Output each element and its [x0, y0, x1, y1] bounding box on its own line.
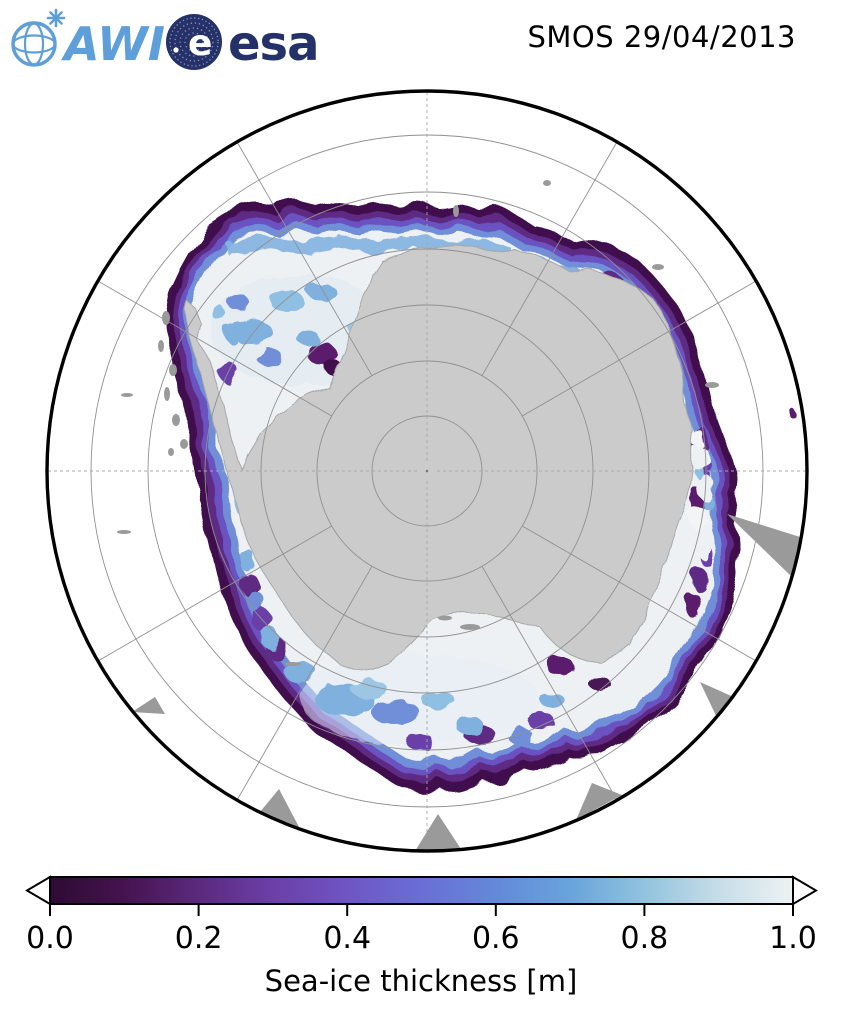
colorbar-axis-label: Sea-ice thickness [m]: [265, 964, 578, 998]
awi-globe-lat-line: [11, 34, 57, 54]
latitude-circle: [147, 191, 707, 751]
edge-land-wedge: [727, 514, 800, 577]
colorbar-extend-left-arrow: [25, 875, 51, 906]
edge-land-wedge: [132, 697, 165, 714]
colorbar-tick-label: 0.4: [323, 921, 371, 956]
figure-header: AWI e esa SMOS 29/04/2013: [0, 0, 854, 80]
map-panel: [45, 89, 809, 853]
antarctica-continent: [184, 244, 694, 671]
edge-land-wedge: [576, 783, 622, 820]
colorbar-ticks: 0.0 0.2 0.4 0.6 0.8 1.0: [26, 904, 817, 956]
logo-row: AWI e esa: [11, 8, 320, 72]
awi-logo: AWI: [11, 8, 165, 71]
graticule: [48, 92, 806, 850]
colorbar-tick-label: 0.0: [26, 921, 74, 956]
esa-globe-dots: [169, 17, 219, 67]
edge-land-wedge: [260, 789, 299, 827]
cardinal-meridian-lines: [48, 92, 806, 850]
colorbar-tick-label: 0.8: [621, 921, 669, 956]
colorbar-tick-label: 0.6: [472, 921, 520, 956]
detached-ice-speck: [788, 409, 796, 417]
colorbar-tick-label: 0.2: [175, 921, 223, 956]
edge-land-wedge: [415, 814, 461, 850]
colorbar-panel: 0.0 0.2 0.4 0.6 0.8 1.0 Sea-ice thickness [m]: [0, 858, 854, 1026]
esa-globe-icon: [166, 14, 222, 70]
colorbar-gradient-bar: [49, 876, 794, 905]
edge-land-wedges: [132, 514, 800, 850]
esa-logo: e esa: [166, 14, 320, 72]
ice-blue-streak: [226, 234, 510, 259]
figure-title: SMOS 29/04/2013: [527, 20, 796, 54]
meridian-lines: [97, 141, 757, 801]
awi-globe-lon-line: [23, 22, 45, 66]
pole-point: [425, 469, 429, 473]
latitude-circle: [316, 360, 538, 582]
esa-globe-dot: [173, 47, 179, 53]
colorbar-tick-label: 1.0: [769, 921, 817, 956]
antarctica-map: [45, 89, 809, 853]
map-boundary-circle: [45, 89, 809, 853]
colorbar: 0.0 0.2 0.4 0.6 0.8 1.0 Sea-ice thickness [m]: [25, 875, 818, 998]
continent-landmass: [184, 244, 694, 671]
colorbar-extend-right-arrow: [792, 875, 818, 906]
esa-logo-text: esa: [228, 16, 319, 72]
islands: [117, 180, 719, 666]
awi-logo-text: AWI: [61, 17, 165, 71]
esa-globe-e: e: [188, 23, 212, 64]
ice-polynya-patches: [690, 429, 714, 559]
awi-star-icon: [46, 8, 66, 28]
edge-land-wedge: [700, 682, 738, 722]
